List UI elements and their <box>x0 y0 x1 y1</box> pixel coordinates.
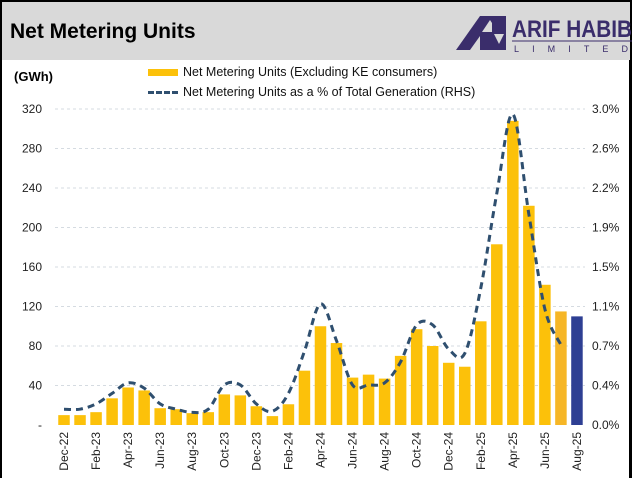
bar-Nov-23 <box>234 395 247 425</box>
y2-tick-label: 2.2% <box>592 181 620 195</box>
bar-May-24 <box>330 343 343 425</box>
legend-label: Net Metering Units as a % of Total Gener… <box>183 85 476 99</box>
bar-Jan-25 <box>459 366 471 425</box>
bar-Jun-23 <box>154 408 166 425</box>
y-tick-label: 80 <box>29 339 43 353</box>
y-axis-unit-label: (GWh) <box>14 69 53 84</box>
y2-tick-label: 1.5% <box>592 260 620 274</box>
y-tick-label: 200 <box>22 221 42 235</box>
bar-Jul-24 <box>362 374 375 425</box>
bar-Jul-23 <box>170 409 182 425</box>
x-tick-label: Dec-22 <box>57 432 71 471</box>
header-band: Net Metering Units ARIF HABIB LIMITED <box>2 2 632 60</box>
y2-tick-label: 1.9% <box>592 221 620 235</box>
x-tick-label: Aug-25 <box>570 432 584 471</box>
x-tick-label: Apr-24 <box>313 432 327 468</box>
x-tick-label: Dec-24 <box>442 432 456 471</box>
bar-Jul-25 <box>555 311 567 425</box>
bar-May-25 <box>523 205 535 425</box>
x-tick-label: Oct-23 <box>217 432 231 468</box>
bar-Apr-23 <box>122 387 134 425</box>
y-tick-label: 120 <box>22 300 42 314</box>
bar-Aug-25 <box>571 316 583 425</box>
bar-Mar-23 <box>106 398 118 425</box>
bar-Sep-23 <box>202 412 215 425</box>
x-tick-label: Jun-25 <box>538 432 552 469</box>
bar-Jun-24 <box>346 377 359 425</box>
x-tick-label: Apr-23 <box>121 432 135 468</box>
bar-Oct-24 <box>410 329 423 425</box>
bar-Mar-24 <box>298 370 311 425</box>
bar-May-23 <box>138 390 150 425</box>
x-tick-label: Oct-24 <box>410 432 424 468</box>
bar-Dec-22 <box>58 415 70 425</box>
bar-Sep-24 <box>394 355 407 425</box>
x-tick-label: Feb-25 <box>474 432 488 470</box>
x-tick-label: Aug-24 <box>378 432 392 471</box>
bar-Nov-24 <box>426 346 439 425</box>
x-tick-label: Aug-23 <box>185 432 199 471</box>
bar-Feb-25 <box>475 321 487 425</box>
legend-swatch-bar <box>148 68 178 76</box>
x-tick-label: Apr-25 <box>506 432 520 468</box>
page-title: Net Metering Units <box>10 20 196 43</box>
bar-Jun-25 <box>539 284 551 425</box>
bar-Dec-23 <box>250 406 263 425</box>
y2-tick-label: 0.7% <box>592 339 620 353</box>
x-tick-label: Jun-24 <box>346 432 360 469</box>
y-tick-label: 160 <box>22 260 42 274</box>
legend-item-bars: Net Metering Units (Excluding KE consume… <box>148 65 437 79</box>
bar-Jan-23 <box>74 415 86 425</box>
legend-item-line: Net Metering Units as a % of Total Gener… <box>148 85 475 99</box>
bar-Aug-23 <box>186 413 198 425</box>
bar-Oct-23 <box>218 394 231 425</box>
bar-Jan-24 <box>266 416 279 425</box>
y2-tick-label: 2.6% <box>592 142 620 156</box>
y2-tick-label: 0.4% <box>592 379 620 393</box>
bar-Aug-24 <box>378 378 391 425</box>
x-tick-label: Dec-23 <box>249 432 263 471</box>
y2-tick-label: 1.1% <box>592 300 620 314</box>
bar-Feb-23 <box>90 412 102 425</box>
legend-label: Net Metering Units (Excluding KE consume… <box>183 65 438 79</box>
bar-Dec-24 <box>442 362 455 425</box>
bar-Feb-24 <box>282 404 295 425</box>
y-tick-label: 240 <box>22 181 42 195</box>
bar-Apr-24 <box>314 326 327 425</box>
bar-Apr-25 <box>507 120 519 425</box>
svg-text:ARIF HABIB: ARIF HABIB <box>512 16 632 43</box>
y-tick-label: 280 <box>22 142 42 156</box>
x-tick-label: Jun-23 <box>153 432 167 469</box>
x-tick-label: Feb-23 <box>89 432 103 470</box>
arif-habib-logo: ARIF HABIB LIMITED <box>456 16 632 54</box>
y-tick-label: - <box>38 418 42 432</box>
legend-swatch-line <box>148 90 178 94</box>
bar-Mar-25 <box>491 244 503 425</box>
x-tick-label: Feb-24 <box>281 432 295 470</box>
y2-tick-label: 0.0% <box>592 418 620 432</box>
y2-tick-label: 3.0% <box>592 102 620 116</box>
y-tick-label: 40 <box>29 379 43 393</box>
y-tick-label: 320 <box>22 102 42 116</box>
